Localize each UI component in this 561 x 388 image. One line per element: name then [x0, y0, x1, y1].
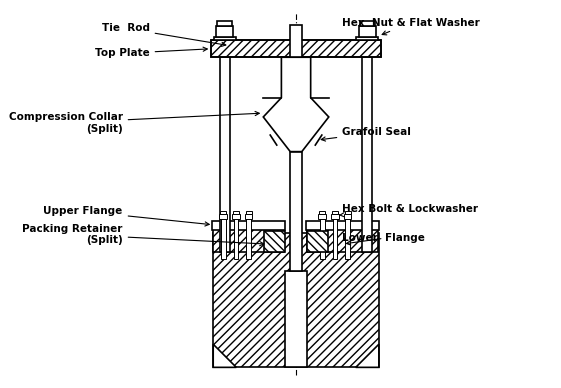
Bar — [333, 219, 337, 260]
Bar — [320, 219, 324, 260]
Bar — [319, 211, 325, 215]
Bar — [290, 24, 302, 57]
Bar — [356, 37, 379, 40]
Text: Hex  Nut & Flat Washer: Hex Nut & Flat Washer — [342, 17, 480, 35]
Bar — [344, 211, 351, 215]
Text: Top Plate: Top Plate — [95, 47, 207, 58]
Polygon shape — [356, 344, 379, 367]
Bar — [346, 219, 350, 260]
Bar — [344, 215, 352, 219]
Bar — [218, 21, 232, 26]
Bar — [307, 230, 328, 252]
Bar — [213, 223, 284, 252]
Bar — [360, 21, 375, 26]
Polygon shape — [263, 57, 329, 152]
Bar — [220, 57, 230, 252]
Bar — [233, 211, 239, 215]
Text: Tie  Rod: Tie Rod — [102, 23, 226, 47]
Bar — [319, 215, 326, 219]
Bar — [362, 57, 373, 252]
Polygon shape — [213, 344, 236, 367]
Text: Compression Collar
(Split): Compression Collar (Split) — [8, 111, 259, 133]
Bar — [307, 223, 378, 252]
Bar — [264, 230, 285, 252]
Text: Hex Bolt & Lockwasher: Hex Bolt & Lockwasher — [339, 204, 479, 217]
Bar — [245, 215, 252, 219]
Bar — [219, 215, 227, 219]
Bar — [217, 26, 233, 37]
Bar — [359, 26, 376, 37]
Bar — [306, 221, 379, 230]
Bar — [331, 215, 339, 219]
Bar — [246, 219, 251, 260]
Text: Grafoil Seal: Grafoil Seal — [321, 127, 411, 141]
Bar — [332, 211, 338, 215]
Bar — [233, 219, 238, 260]
Bar — [220, 211, 226, 215]
Bar — [211, 40, 381, 57]
Bar — [213, 221, 285, 230]
Bar — [290, 152, 302, 271]
Bar — [246, 211, 252, 215]
Bar — [285, 271, 307, 367]
Text: Lower  Flange: Lower Flange — [342, 233, 425, 245]
Text: Packing Retainer
(Split): Packing Retainer (Split) — [22, 223, 264, 246]
Bar — [211, 40, 381, 57]
Bar — [213, 232, 379, 367]
Bar — [214, 37, 236, 40]
Bar — [221, 219, 226, 260]
Text: Upper Flange: Upper Flange — [43, 206, 209, 226]
Bar — [232, 215, 240, 219]
